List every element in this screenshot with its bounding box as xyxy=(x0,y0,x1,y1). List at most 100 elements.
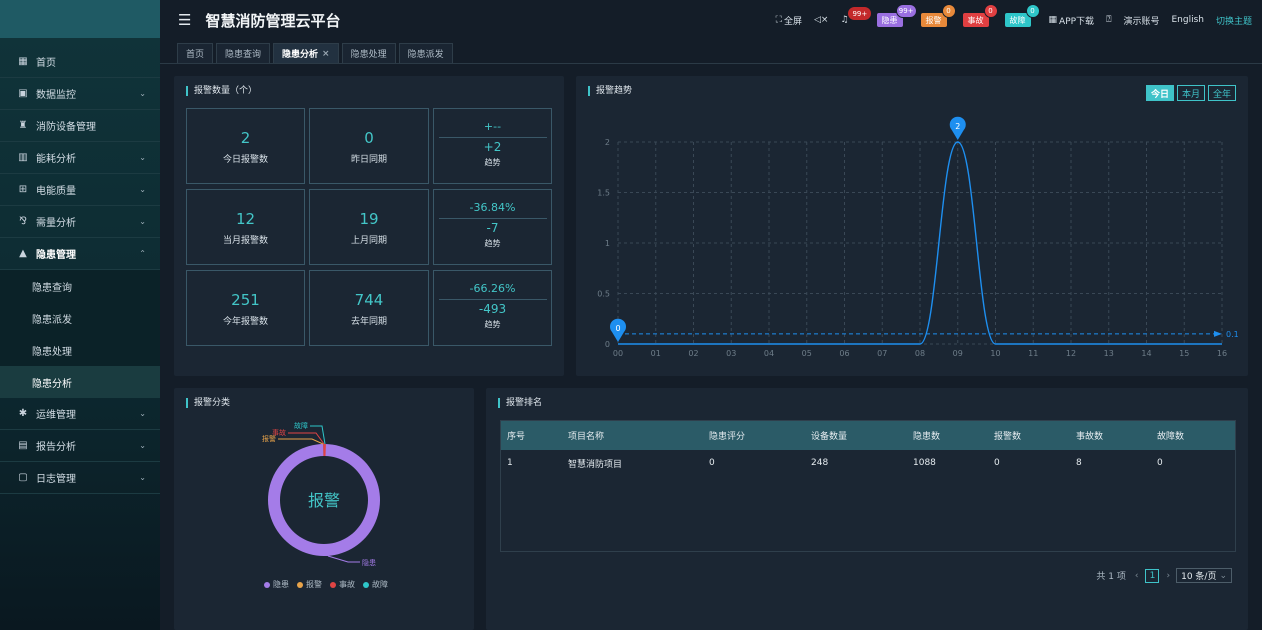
legend-item[interactable]: 隐患 xyxy=(264,579,289,590)
sidebar-item-home[interactable]: ▦ 首页 xyxy=(0,46,160,78)
chevron-down-icon: ⌄ xyxy=(139,473,146,482)
tab-home[interactable]: 首页 xyxy=(177,43,214,63)
top-header: ☰ 智慧消防管理云平台 ⛶ 全屏 ◁× ♫ 99+ 隐患 99+ 报警 0 事故… xyxy=(160,0,1262,40)
sidebar-item-label: 数据监控 xyxy=(36,90,76,101)
column-header: 故障数 xyxy=(1157,432,1185,442)
sidebar-item-label: 首页 xyxy=(36,58,56,69)
today-alarm-value: 2 xyxy=(240,129,251,147)
sidebar-subitem-hazard-handle[interactable]: 隐患处理 xyxy=(0,334,160,366)
tab-hazard-query[interactable]: 隐患查询 xyxy=(216,43,271,63)
alarm-badge-button[interactable]: 报警 0 xyxy=(920,4,956,27)
table-cell: 248 xyxy=(811,458,829,468)
sound-button[interactable]: ◁× xyxy=(814,15,828,25)
tab-label: 隐患查询 xyxy=(225,50,262,60)
legend-item[interactable]: 故障 xyxy=(363,579,388,590)
sidebar-item-label: 消防设备管理 xyxy=(36,122,96,133)
x-tick-label: 08 xyxy=(915,349,925,358)
legend-label: 事故 xyxy=(339,580,355,589)
sidebar-item-label: 需量分析 xyxy=(36,218,76,229)
accident-badge-button[interactable]: 事故 0 xyxy=(962,4,998,27)
sidebar-item-fire-equipment[interactable]: ♜ 消防设备管理 xyxy=(0,110,160,142)
language-button[interactable]: English xyxy=(1171,15,1204,25)
log-icon: ▢ xyxy=(18,472,28,483)
grid-icon: ▦ xyxy=(18,56,28,67)
x-tick-label: 00 xyxy=(613,349,623,358)
demo-account-button[interactable]: 演示账号 xyxy=(1123,16,1160,27)
x-tick-label: 01 xyxy=(651,349,661,358)
page-number-button[interactable]: 1 xyxy=(1145,568,1160,583)
sidebar-item-log-management[interactable]: ▢ 日志管理 ⌄ xyxy=(0,462,160,494)
yesterday-value: 0 xyxy=(364,129,374,147)
divider xyxy=(438,299,547,300)
category-legend: 隐患 报警 事故 故障 xyxy=(264,579,388,590)
leader-label: 故障 xyxy=(294,421,308,430)
sidebar-item-label: 日志管理 xyxy=(36,474,76,485)
hazard-badge-button[interactable]: 隐患 99+ xyxy=(876,4,917,27)
sidebar-item-report-analysis[interactable]: ▤ 报告分析 ⌄ xyxy=(0,430,160,462)
x-tick-label: 12 xyxy=(1066,349,1076,358)
next-page-icon[interactable]: › xyxy=(1166,570,1171,581)
legend-label: 故障 xyxy=(372,580,388,589)
legend-item[interactable]: 报警 xyxy=(297,579,322,590)
donut-slice xyxy=(323,444,326,457)
sidebar-item-data-monitor[interactable]: ▣ 数据监控 ⌄ xyxy=(0,78,160,110)
table-row[interactable]: 1 智慧消防项目 0 248 1088 0 8 0 xyxy=(501,450,1235,476)
divider xyxy=(438,137,547,138)
month-trend-percent: -36.84% xyxy=(469,201,516,214)
legend-dot xyxy=(363,581,369,588)
x-tick-label: 15 xyxy=(1179,349,1189,358)
sidebar-subitem-hazard-analysis[interactable]: 隐患分析 xyxy=(0,366,160,398)
sidebar-item-label: 电能质量 xyxy=(36,186,76,197)
sidebar-subitem-hazard-dispatch[interactable]: 隐患派发 xyxy=(0,302,160,334)
data-pin xyxy=(610,318,626,342)
chevron-down-icon: ⌄ xyxy=(139,409,146,418)
legend-item[interactable]: 事故 xyxy=(330,579,355,590)
sidebar-item-energy-analysis[interactable]: ▥ 能耗分析 ⌄ xyxy=(0,142,160,174)
page-size-value: 10 条/页 xyxy=(1181,572,1217,582)
alarm-ranking-panel: 报警排名 序号 项目名称 隐患评分 设备数量 隐患数 报警数 事故数 故障数 1… xyxy=(486,388,1248,630)
y-tick-label: 0 xyxy=(605,340,610,349)
page-size-select[interactable]: 10 条/页 ⌄ xyxy=(1176,568,1232,583)
tab-label: 隐患处理 xyxy=(350,50,387,60)
range-selector: 今日 本月 全年 xyxy=(1145,85,1236,101)
data-pin-label: 0 xyxy=(615,324,620,333)
x-tick-label: 10 xyxy=(990,349,1000,358)
notification-button[interactable]: ♫ 99+ xyxy=(840,7,872,25)
tab-hazard-dispatch[interactable]: 隐患派发 xyxy=(398,43,453,63)
help-button[interactable]: ⍰ xyxy=(1106,15,1111,25)
panel-title: 报警分类 xyxy=(186,398,230,408)
legend-label: 隐患 xyxy=(273,580,289,589)
range-month-button[interactable]: 本月 xyxy=(1176,85,1205,101)
range-today-button[interactable]: 今日 xyxy=(1145,85,1174,101)
menu-toggle-icon[interactable]: ☰ xyxy=(178,11,192,29)
prev-page-icon[interactable]: ‹ xyxy=(1134,570,1139,581)
table-header: 序号 项目名称 隐患评分 设备数量 隐患数 报警数 事故数 故障数 xyxy=(501,421,1235,450)
accident-count-badge: 0 xyxy=(983,4,998,18)
year-trend-diff: -493 xyxy=(478,302,507,316)
header-actions: ⛶ 全屏 ◁× ♫ 99+ 隐患 99+ 报警 0 事故 0 故障 0 ▦ AP… xyxy=(764,0,1252,40)
sidebar-subitem-hazard-query[interactable]: 隐患查询 xyxy=(0,270,160,302)
leader-line xyxy=(310,425,326,445)
range-year-button[interactable]: 全年 xyxy=(1207,85,1236,101)
panel-title: 报警趋势 xyxy=(588,86,632,96)
switch-theme-button[interactable]: 切换主题 xyxy=(1215,16,1252,27)
fault-badge-button[interactable]: 故障 0 xyxy=(1004,4,1040,27)
app-download-button[interactable]: ▦ APP下载 xyxy=(1049,14,1095,27)
tab-hazard-handle[interactable]: 隐患处理 xyxy=(341,43,396,63)
sidebar-item-demand-analysis[interactable]: ⅋ 需量分析 ⌄ xyxy=(0,206,160,238)
sidebar-item-hazard-management[interactable]: ▲ 隐患管理 ⌃ xyxy=(0,238,160,270)
help-icon: ⍰ xyxy=(1106,15,1112,25)
tab-hazard-analysis[interactable]: 隐患分析 × xyxy=(273,43,339,63)
monitor-icon: ▣ xyxy=(18,88,28,99)
fullscreen-button[interactable]: ⛶ 全屏 xyxy=(776,14,802,27)
sidebar-item-ops-management[interactable]: ✱ 运维管理 ⌄ xyxy=(0,398,160,430)
close-icon[interactable]: × xyxy=(322,48,330,59)
table-cell: 1088 xyxy=(913,458,936,468)
sidebar-item-power-quality[interactable]: ⊞ 电能质量 ⌄ xyxy=(0,174,160,206)
month-alarm-value: 12 xyxy=(235,210,256,228)
divider xyxy=(438,218,547,219)
today-alarm-label: 今日报警数 xyxy=(222,155,268,165)
y-tick-label: 1.5 xyxy=(597,189,610,198)
